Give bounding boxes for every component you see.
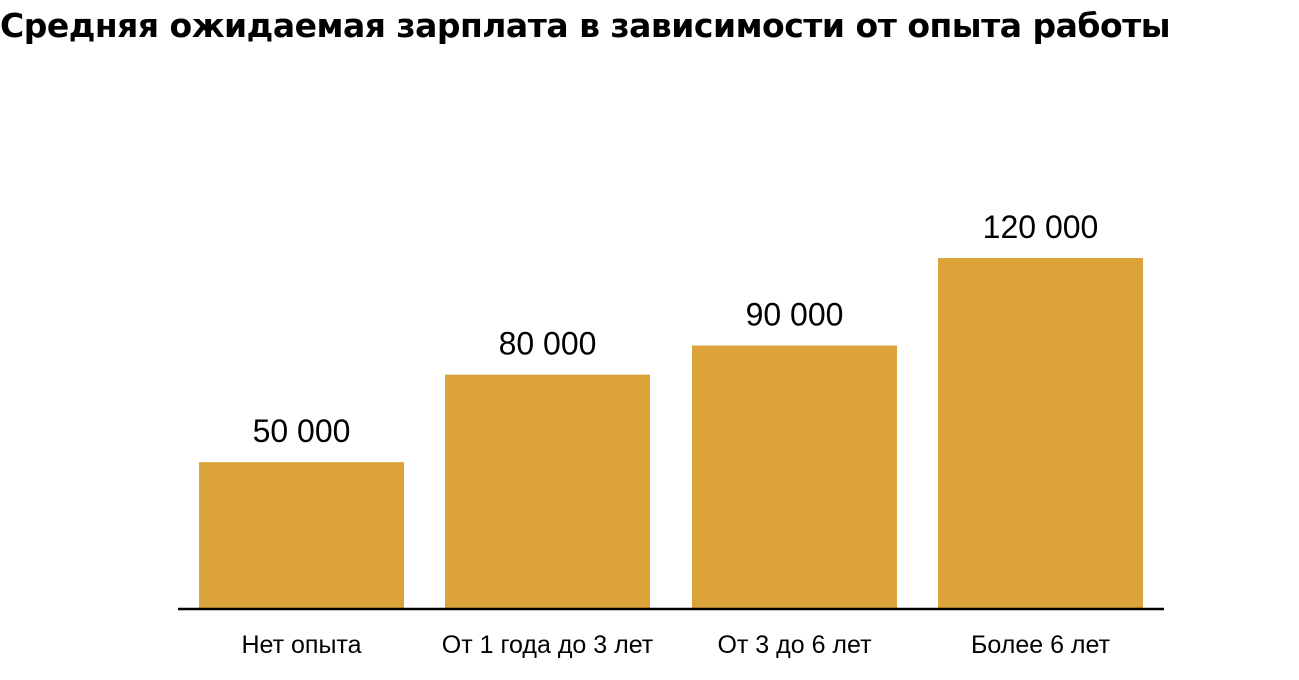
value-label-1: 50 000 [253, 413, 351, 449]
bar-3 [692, 345, 897, 608]
value-label-3: 90 000 [746, 297, 844, 333]
bar-4 [938, 258, 1143, 608]
value-label-2: 80 000 [499, 326, 597, 362]
bar-1 [199, 462, 404, 608]
bar-2 [445, 374, 650, 608]
tick-labels-group: Нет опыта От 1 года до 3 лет От 3 до 6 лет… [241, 631, 1110, 659]
category-label-2: От 1 года до 3 лет [442, 631, 654, 659]
value-label-4: 120 000 [983, 209, 1099, 245]
category-label-4: Более 6 лет [971, 631, 1111, 659]
category-label-3: От 3 до 6 лет [717, 631, 872, 659]
bars-group [199, 258, 1143, 608]
value-labels-group: 50 000 80 000 90 000 120 000 [253, 209, 1099, 449]
category-label-1: Нет опыта [241, 631, 361, 659]
chart-title: Средняя ожидаемая зарплата в зависимости… [0, 6, 1171, 45]
